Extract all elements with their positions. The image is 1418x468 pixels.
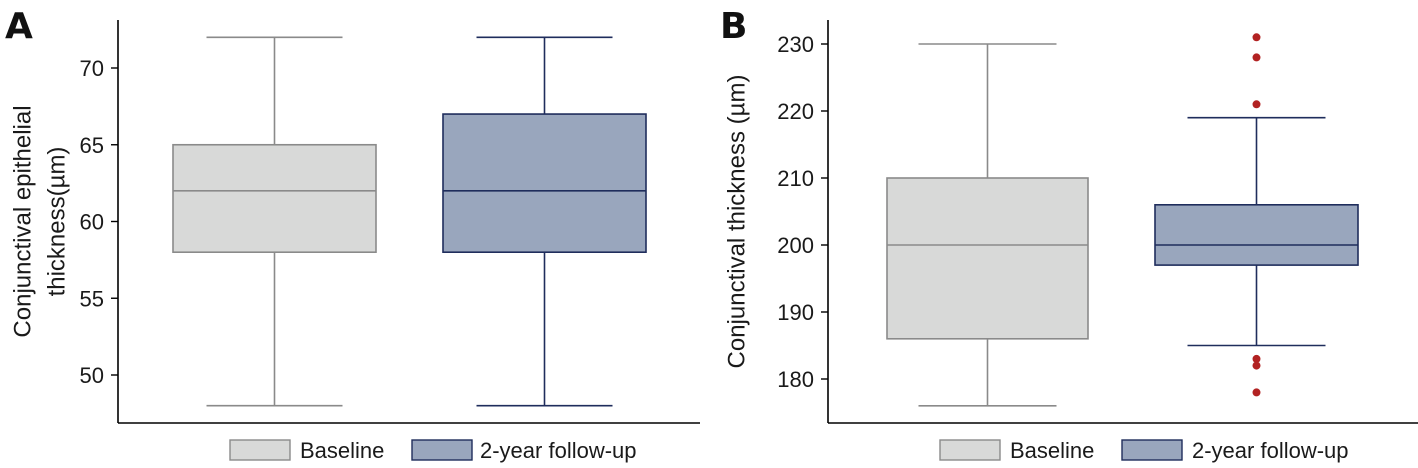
y-tick-label: 230 bbox=[777, 32, 814, 57]
y-axis-title: Conjunctival epithelial bbox=[9, 105, 36, 337]
legend-label: 2-year follow-up bbox=[480, 438, 637, 463]
iqr-box bbox=[886, 177, 1089, 340]
outlier-point bbox=[1252, 33, 1261, 42]
iqr-box bbox=[1154, 204, 1359, 266]
panel-b: B 180 190 200 210 220 230 Conjunctival thicknes… bbox=[720, 6, 1418, 463]
legend-label: Baseline bbox=[1010, 438, 1094, 463]
outlier-point bbox=[1252, 100, 1261, 109]
iqr-box bbox=[172, 143, 377, 253]
y-tick-label: 65 bbox=[80, 133, 104, 158]
box-2-year-follow-up bbox=[442, 36, 647, 407]
legend-swatch bbox=[939, 439, 1001, 461]
y-tick-label: 210 bbox=[777, 166, 814, 191]
y-tick-label: 50 bbox=[80, 363, 104, 388]
y-tick-label: 70 bbox=[80, 56, 104, 81]
legend: Baseline 2-year follow-up bbox=[939, 438, 1349, 463]
y-tick-label: 190 bbox=[777, 300, 814, 325]
y-axis-title: Conjunctival thickness (µm) bbox=[723, 75, 750, 369]
box-baseline bbox=[886, 43, 1089, 407]
iqr-box bbox=[442, 113, 647, 253]
box-2-year-follow-up bbox=[1154, 33, 1359, 397]
panel-letter: A bbox=[5, 6, 33, 47]
legend-swatch bbox=[411, 439, 473, 461]
outlier-point bbox=[1252, 354, 1261, 363]
y-tick-label: 55 bbox=[80, 286, 104, 311]
legend-swatch bbox=[1121, 439, 1183, 461]
panel-a: A 50 55 60 65 70 Conjunctival epithelial thickn… bbox=[5, 6, 700, 463]
legend-label: 2-year follow-up bbox=[1192, 438, 1349, 463]
y-tick-label: 200 bbox=[777, 233, 814, 258]
legend: Baseline 2-year follow-up bbox=[229, 438, 637, 463]
y-tick-label: 60 bbox=[80, 210, 104, 235]
legend-label: Baseline bbox=[300, 438, 384, 463]
outlier-point bbox=[1252, 361, 1261, 370]
y-tick-label: 180 bbox=[777, 367, 814, 392]
panel-letter: B bbox=[720, 6, 747, 47]
y-axis-title: thickness(µm) bbox=[43, 147, 70, 297]
legend-swatch bbox=[229, 439, 291, 461]
outlier-point bbox=[1252, 388, 1261, 397]
box-baseline bbox=[172, 36, 377, 407]
y-tick-label: 220 bbox=[777, 99, 814, 124]
outlier-point bbox=[1252, 53, 1261, 62]
